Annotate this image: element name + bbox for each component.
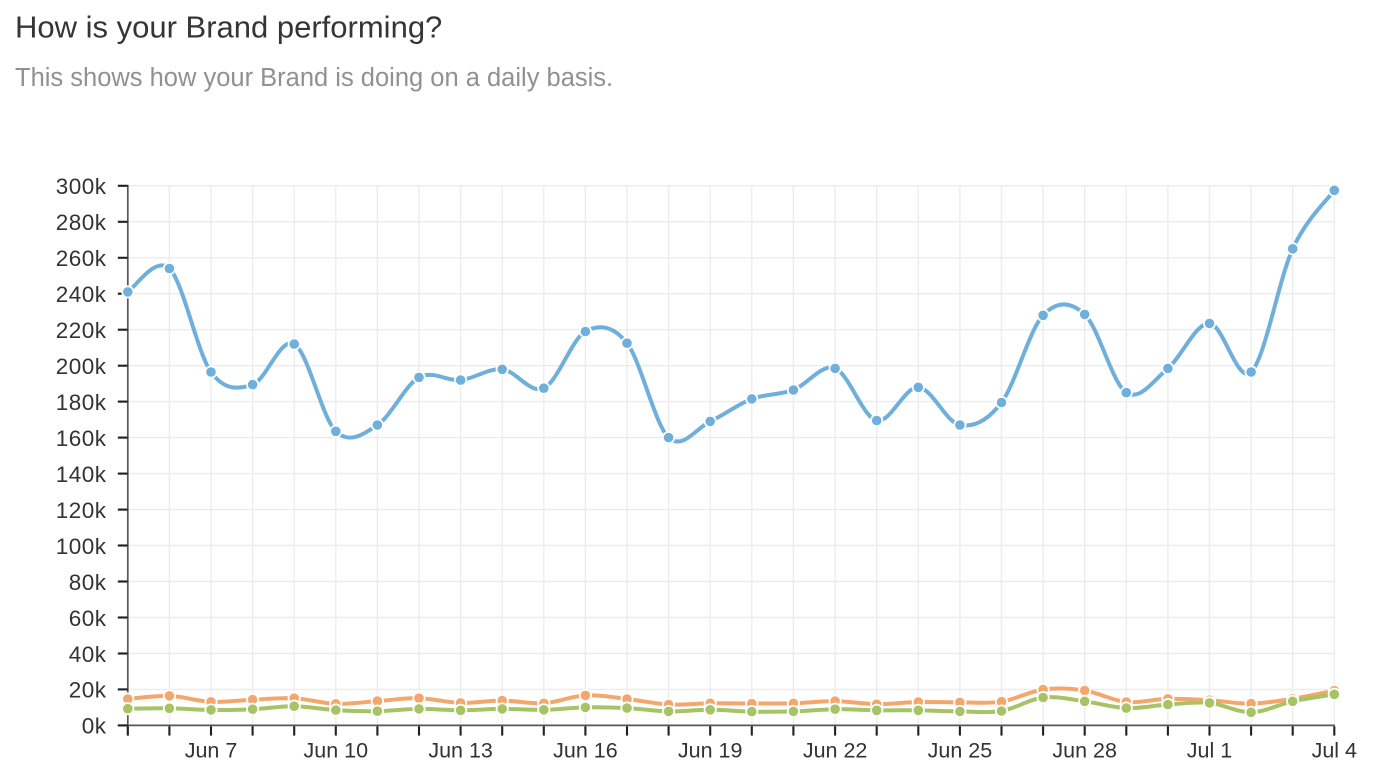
svg-text:300k: 300k: [56, 174, 107, 199]
svg-text:220k: 220k: [56, 318, 107, 343]
svg-text:240k: 240k: [56, 282, 107, 307]
svg-text:Jun 16: Jun 16: [553, 739, 618, 763]
svg-text:How is your Brand performing?: How is your Brand performing?: [15, 10, 442, 45]
svg-text:200k: 200k: [56, 354, 107, 379]
svg-text:20k: 20k: [69, 678, 107, 703]
svg-text:260k: 260k: [56, 246, 107, 271]
svg-text:280k: 280k: [56, 210, 107, 235]
svg-text:This shows how your Brand is d: This shows how your Brand is doing on a …: [15, 64, 613, 92]
svg-text:Jun 25: Jun 25: [928, 739, 993, 763]
svg-text:40k: 40k: [69, 642, 107, 667]
svg-text:140k: 140k: [56, 462, 107, 487]
svg-text:Jun 19: Jun 19: [678, 739, 743, 763]
svg-text:100k: 100k: [56, 534, 107, 559]
svg-text:Jun 13: Jun 13: [428, 739, 493, 763]
svg-text:120k: 120k: [56, 498, 107, 523]
svg-text:0k: 0k: [82, 714, 107, 739]
svg-text:Jul 1: Jul 1: [1187, 739, 1232, 763]
svg-text:80k: 80k: [69, 570, 107, 595]
svg-text:160k: 160k: [56, 426, 107, 451]
svg-text:Jun 10: Jun 10: [304, 739, 369, 763]
svg-text:180k: 180k: [56, 390, 107, 415]
svg-text:Jun 22: Jun 22: [803, 739, 868, 763]
svg-text:Jun 28: Jun 28: [1052, 739, 1117, 763]
svg-text:Jun 7: Jun 7: [185, 739, 238, 763]
svg-text:Jul 4: Jul 4: [1312, 739, 1357, 763]
svg-text:60k: 60k: [69, 606, 107, 631]
